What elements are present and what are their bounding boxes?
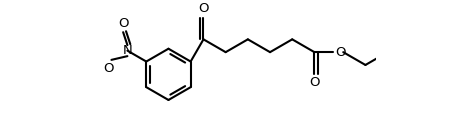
Text: O: O (118, 17, 128, 30)
Text: O: O (198, 2, 209, 15)
Text: O: O (309, 76, 320, 89)
Text: O: O (335, 46, 346, 59)
Text: N: N (122, 44, 132, 57)
Text: O: O (104, 62, 114, 75)
